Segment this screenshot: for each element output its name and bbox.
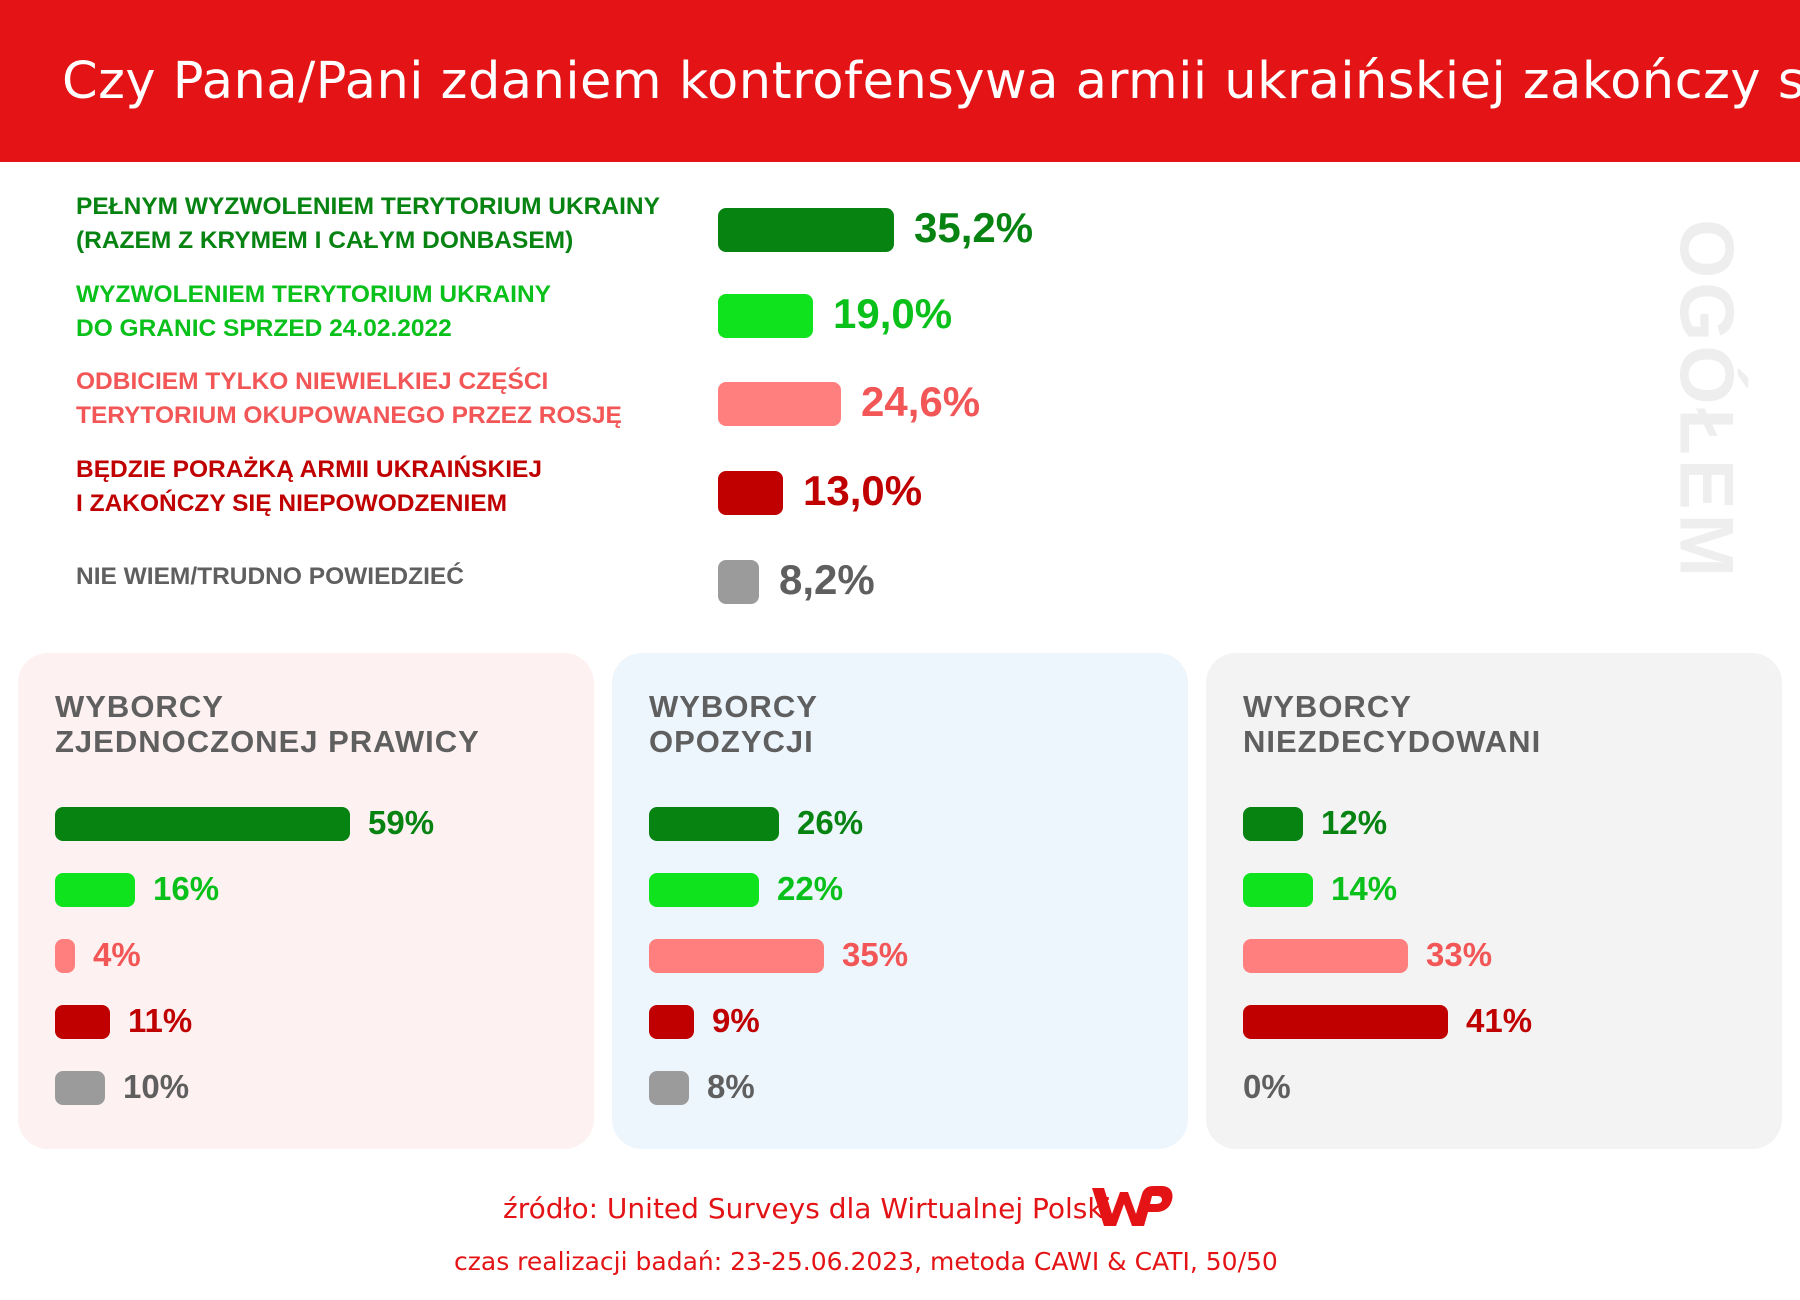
overall-value-label: 13,0% — [803, 467, 923, 514]
panel-zjednoczona-prawica: WYBORCY ZJEDNOCZONEJ PRAWICY 59% 16% 4% 11% 10… — [18, 653, 594, 1149]
panel-value-label: 14% — [1331, 870, 1398, 907]
overall-bar — [718, 294, 813, 338]
panel-value-label: 22% — [777, 870, 844, 907]
panel-bar — [1243, 939, 1408, 973]
panel-bar — [649, 1071, 689, 1105]
panel-value-label: 26% — [797, 804, 864, 841]
survey-details: czas realizacji badań: 23-25.06.2023, me… — [454, 1247, 1278, 1276]
overall-category-label: NIE WIEM/TRUDNO POWIEDZIEĆ — [76, 563, 464, 590]
overall-value-label: 35,2% — [914, 204, 1034, 251]
overall-value-label: 8,2% — [779, 556, 875, 603]
footer: źródło: United Surveys dla Wirtualnej Po… — [0, 1180, 1800, 1300]
panel-value-label: 9% — [712, 1002, 760, 1039]
overall-value-label: 24,6% — [861, 378, 981, 425]
panel-opozycja: WYBORCY OPOZYCJI 26% 22% 35% 9% 8% — [612, 653, 1188, 1149]
panel-bar — [649, 807, 779, 841]
overall-bar — [718, 208, 894, 252]
overall-side-label: OGÓŁEM — [1663, 219, 1749, 581]
panel-value-label: 11% — [128, 1002, 193, 1039]
panel-value-label: 4% — [93, 936, 141, 973]
panel-bar — [55, 1005, 110, 1039]
panel-value-label: 8% — [707, 1068, 755, 1105]
panel-value-label: 12% — [1321, 804, 1388, 841]
panel-value-label: 16% — [153, 870, 220, 907]
overall-category-label: BĘDZIE PORAŻKĄ ARMII UKRAIŃSKIEJ I ZAKOŃC… — [76, 456, 542, 517]
overall-bar — [718, 471, 783, 515]
overall-category-label: PEŁNYM WYZWOLENIEM TERYTORIUM UKRAINY (RA… — [76, 193, 660, 254]
overall-bar — [718, 560, 759, 604]
overall-value-label: 19,0% — [833, 290, 953, 337]
panel-value-label: 41% — [1466, 1002, 1533, 1039]
panel-title: WYBORCY NIEZDECYDOWANI — [1243, 689, 1542, 759]
panel-niezdecydowani: WYBORCY NIEZDECYDOWANI 12% 14% 33% 41% 0% — [1206, 653, 1782, 1149]
panel-bar — [649, 939, 824, 973]
overall-category-label: WYZWOLENIEM TERYTORIUM UKRAINY DO GRANIC … — [76, 281, 552, 342]
panel-value-label: 59% — [368, 804, 435, 841]
overall-category-label: ODBICIEM TYLKO NIEWIELKIEJ CZĘŚCI TERYTOR… — [76, 368, 622, 429]
panel-value-label: 35% — [842, 936, 909, 973]
overall-chart: PEŁNYM WYZWOLENIEM TERYTORIUM UKRAINY (RA… — [0, 190, 1800, 630]
panel-bar — [649, 1005, 694, 1039]
overall-bar — [718, 382, 841, 426]
wp-logo — [1092, 1186, 1173, 1226]
panel-bar — [1243, 1005, 1448, 1039]
panel-bar — [1243, 873, 1313, 907]
panel-value-label: 10% — [123, 1068, 190, 1105]
panel-title: WYBORCY OPOZYCJI — [649, 689, 818, 759]
question-title: Czy Pana/Pani zdaniem kontrofensywa armi… — [62, 52, 1800, 111]
panel-bar — [1243, 807, 1303, 841]
panel-bar — [55, 807, 350, 841]
source-text: źródło: United Surveys dla Wirtualnej Po… — [503, 1192, 1112, 1225]
panel-bar — [55, 939, 75, 973]
panel-bar — [649, 873, 759, 907]
panel-title: WYBORCY ZJEDNOCZONEJ PRAWICY — [55, 689, 480, 759]
header-banner: Czy Pana/Pani zdaniem kontrofensywa armi… — [0, 0, 1800, 162]
panel-bar — [55, 1071, 105, 1105]
panel-value-label: 33% — [1426, 936, 1493, 973]
panel-value-label: 0% — [1243, 1068, 1291, 1105]
panel-bar — [55, 873, 135, 907]
